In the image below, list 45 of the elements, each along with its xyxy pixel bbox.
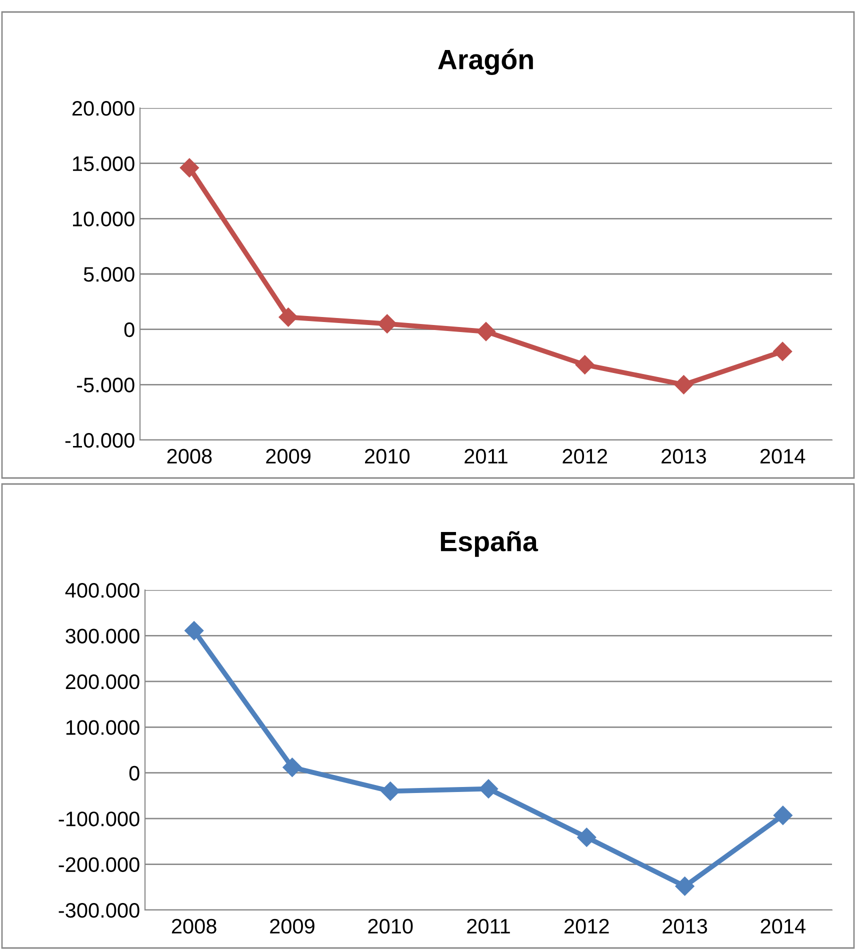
point xyxy=(773,342,792,361)
x-tick-label: 2011 xyxy=(464,448,508,464)
chart-title: Aragón xyxy=(438,48,533,75)
y-tick-label: 0 xyxy=(129,766,140,781)
x-tick-label: 2012 xyxy=(562,448,607,464)
y-tick-label: 400.000 xyxy=(65,583,140,598)
point xyxy=(184,621,204,640)
x-tick-label: 2013 xyxy=(662,918,708,934)
x-tick-label: 2009 xyxy=(266,448,310,464)
y-tick-label: 5.000 xyxy=(84,267,134,282)
x-tick-label: 2008 xyxy=(172,918,216,934)
x-tick-label: 2012 xyxy=(564,918,609,934)
x-tick-label: 2014 xyxy=(760,918,806,934)
x-tick-label: 2011 xyxy=(467,918,510,934)
y-tick-label: -10.000 xyxy=(65,433,134,448)
point xyxy=(478,779,498,798)
x-tick-label: 2010 xyxy=(368,918,413,934)
point xyxy=(378,314,397,334)
y-tick-label: 300.000 xyxy=(66,628,140,644)
y-tick-label: -300.000 xyxy=(58,903,140,918)
x-tick-label: 2013 xyxy=(662,448,706,464)
point xyxy=(675,876,694,896)
x-tick-label: 2009 xyxy=(270,918,314,934)
point xyxy=(278,308,298,327)
x-tick-label: 2014 xyxy=(760,448,806,464)
y-tick-label: 100.000 xyxy=(66,720,140,735)
point xyxy=(575,355,594,374)
chart-title: España xyxy=(440,531,538,557)
y-tick-label: 15.000 xyxy=(73,156,134,172)
point xyxy=(282,758,302,777)
point xyxy=(476,322,496,342)
y-tick-label: -5.000 xyxy=(77,378,134,392)
point xyxy=(380,782,400,801)
point xyxy=(180,158,199,178)
point xyxy=(773,806,792,825)
x-tick-label: 2010 xyxy=(365,448,410,464)
y-tick-label: -100.000 xyxy=(58,812,140,826)
y-tick-label: 20.000 xyxy=(72,101,134,116)
point xyxy=(674,375,694,394)
y-tick-label: 200.000 xyxy=(66,674,140,690)
y-tick-label: -200.000 xyxy=(58,857,140,872)
y-tick-label: 0 xyxy=(124,322,134,338)
y-tick-label: 10.000 xyxy=(73,212,134,226)
point xyxy=(577,828,596,847)
x-tick-label: 2008 xyxy=(167,448,212,464)
